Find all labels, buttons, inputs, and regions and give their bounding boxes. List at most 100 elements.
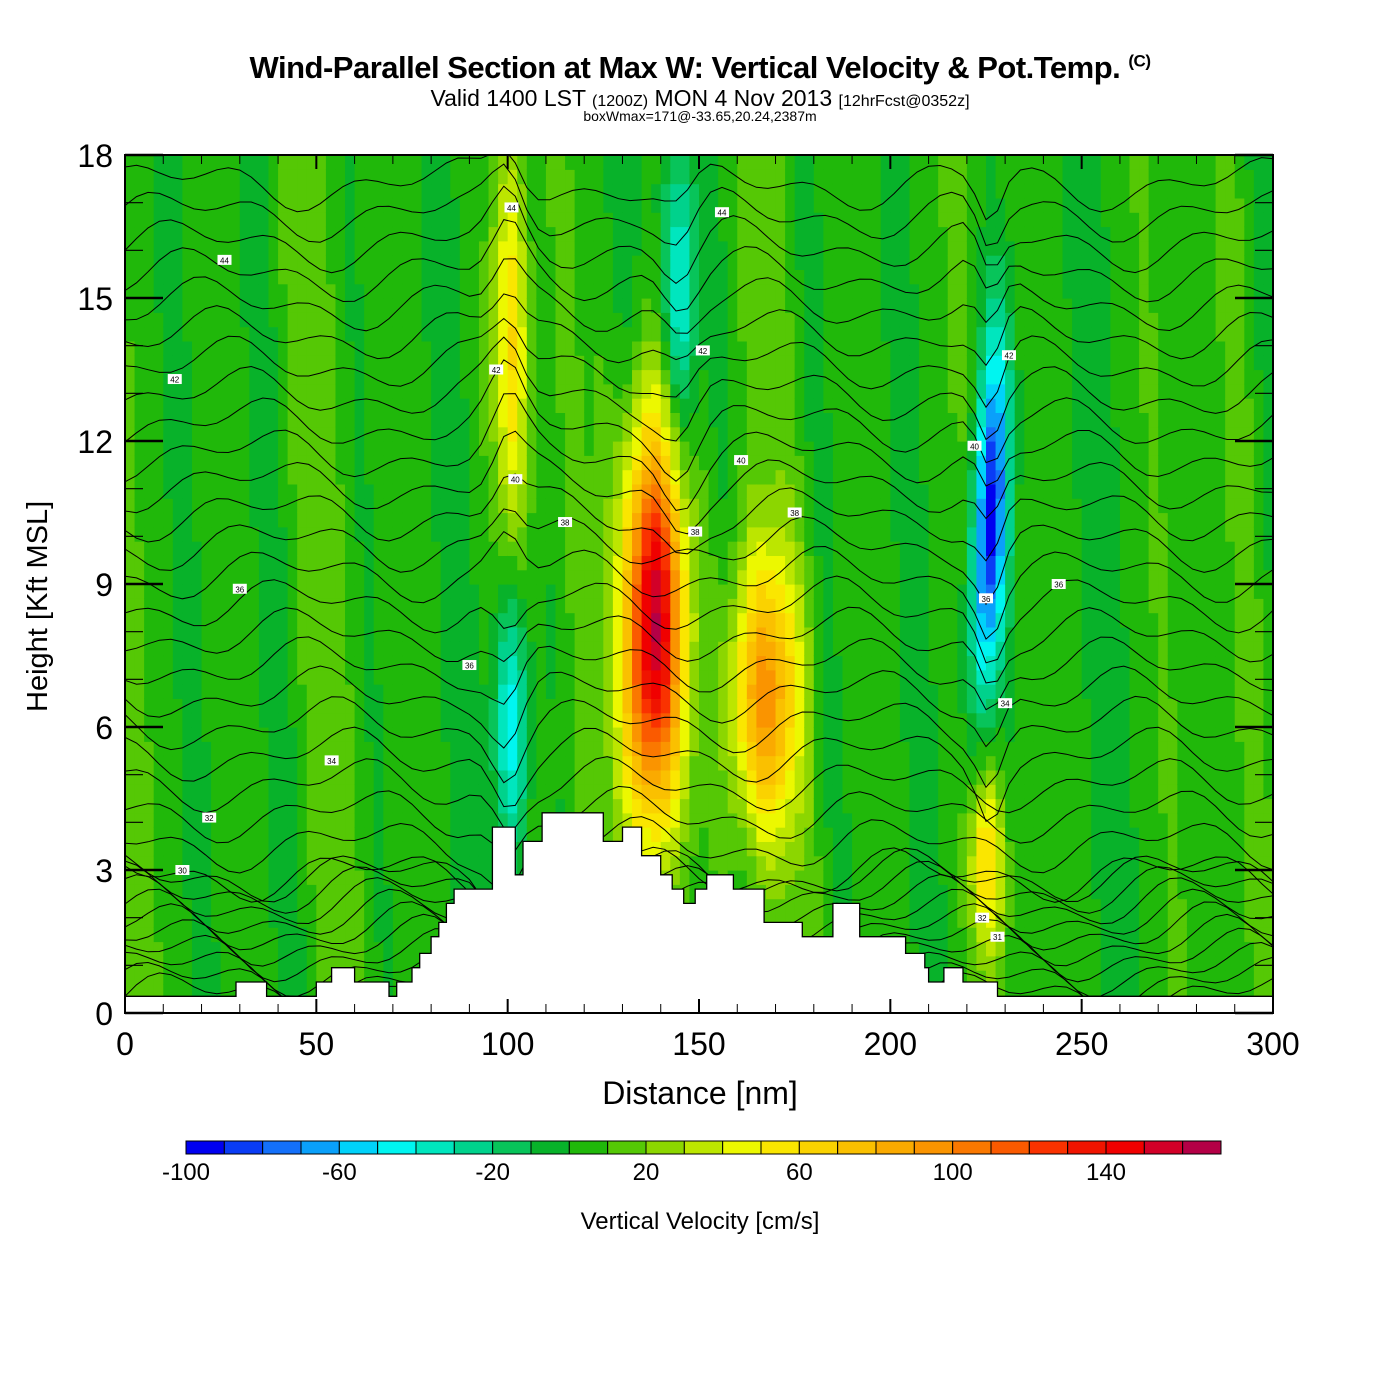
field-cell [230,512,241,528]
field-cell [545,269,557,285]
field-cell [794,197,805,213]
field-cell [249,955,260,971]
field-cell [440,226,451,242]
field-cell [364,326,375,342]
field-cell [861,927,872,943]
field-cell [392,898,404,914]
field-cell [689,741,700,757]
field-cell [555,569,566,585]
field-cell [191,684,203,699]
field-cell [871,369,882,385]
field-cell [258,970,270,985]
field-cell [651,812,662,828]
field-cell [488,197,499,213]
field-cell [258,884,270,900]
field-cell [689,569,700,585]
field-cell [201,612,212,628]
field-cell [392,169,404,185]
field-cell [412,884,423,900]
field-cell [574,398,585,413]
field-cell [230,340,241,356]
field-cell [699,298,710,313]
field-cell [746,684,757,699]
field-cell [172,426,183,442]
field-cell [708,626,719,642]
field-cell [660,684,671,699]
field-cell [584,312,595,328]
field-cell [412,812,423,828]
field-cell [871,441,882,456]
field-cell [172,827,183,842]
field-cell [478,684,490,699]
field-cell [431,912,442,928]
field-cell [287,984,298,1000]
field-cell [450,326,461,342]
field-cell [737,412,748,428]
field-cell [890,841,901,857]
field-cell [670,841,681,857]
field-cell [201,155,212,170]
field-cell [230,255,241,270]
field-cell [632,684,643,699]
field-cell [670,455,681,471]
field-cell [125,941,136,957]
field-cell [861,626,872,642]
field-cell [746,212,757,228]
field-cell [612,769,624,785]
field-cell [861,698,872,714]
field-cell [746,283,757,299]
field-cell [450,812,461,828]
field-cell [172,412,183,428]
field-cell [287,312,298,328]
field-cell [651,155,662,170]
field-cell [660,698,671,714]
field-cell [536,727,547,742]
field-cell [345,841,356,857]
field-cell [899,183,911,199]
field-cell [134,841,145,857]
field-cell [191,555,203,571]
field-cell [191,641,203,657]
field-cell [392,569,404,585]
valid-date: MON 4 Nov 2013 [654,85,833,111]
field-cell [258,255,270,270]
field-cell [746,769,757,785]
field-cell [641,755,652,771]
field-cell [498,684,509,699]
field-cell [804,884,815,900]
field-cell [813,898,824,914]
field-cell [660,741,671,757]
field-cell [383,684,394,699]
field-cell [593,798,604,814]
field-cell [125,155,136,170]
field-cell [440,441,451,456]
field-cell [871,197,882,213]
field-cell [325,326,337,342]
field-cell [325,855,337,871]
field-cell [488,655,499,671]
field-cell [191,626,203,642]
field-cell [268,441,279,456]
field-cell [823,197,834,213]
field-cell [239,212,250,228]
field-cell [765,855,777,871]
field-cell [125,841,136,857]
field-cell [421,355,432,371]
field-cell [670,483,681,499]
field-cell [526,598,537,614]
field-cell [392,240,404,256]
field-cell [450,626,461,642]
field-cell [785,626,796,642]
field-cell [201,541,212,556]
field-cell [756,197,767,213]
field-cell [316,226,327,242]
field-cell [431,383,442,399]
field-cell [316,784,327,800]
field-cell [632,212,643,228]
field-cell [392,870,404,885]
field-cell [172,483,183,499]
field-cell [182,269,193,285]
field-cell [670,197,681,213]
field-cell [785,584,796,599]
